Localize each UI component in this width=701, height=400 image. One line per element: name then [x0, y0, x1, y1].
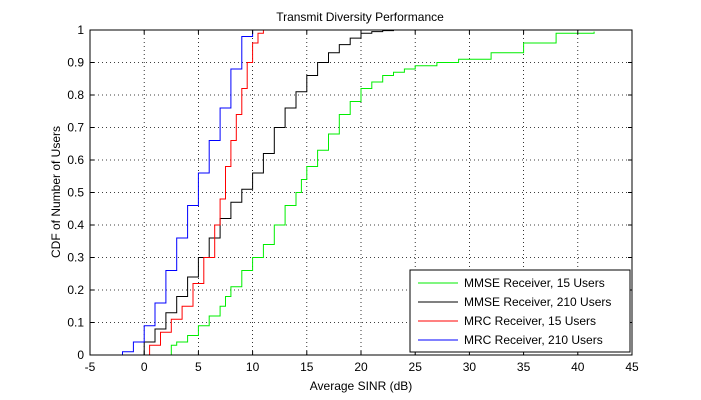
chart-title: Transmit Diversity Performance — [276, 10, 444, 24]
legend-label-3: MRC Receiver, 210 Users — [464, 333, 603, 347]
y-tick-label: 0.1 — [67, 316, 84, 330]
series-layer — [106, 29, 595, 356]
legend-label-0: MMSE Receiver, 15 Users — [464, 276, 605, 290]
y-axis-label: CDF of Number of Users — [49, 126, 63, 258]
legend-label-2: MRC Receiver, 15 Users — [464, 314, 596, 328]
x-tick-label: 5 — [195, 360, 202, 374]
y-tick-label: 0.6 — [67, 153, 84, 167]
y-tick-label: 0.4 — [67, 218, 84, 232]
series-line-3 — [106, 30, 254, 356]
legend-box — [409, 269, 631, 353]
x-axis-label: Average SINR (dB) — [310, 379, 413, 393]
y-tick-label: 0.7 — [67, 121, 84, 135]
y-tick-label: 0 — [77, 348, 84, 362]
y-tick-label: 0.8 — [67, 88, 84, 102]
legend: MMSE Receiver, 15 Users MMSE Receiver, 21… — [409, 269, 631, 353]
y-tick-label: 0.5 — [67, 186, 84, 200]
y-axis-ticks: 0 0.1 0.2 0.3 0.4 0.5 0.6 0.7 0.8 0.9 1 — [67, 23, 632, 362]
x-tick-label: 15 — [300, 360, 314, 374]
x-axis-ticks: -5 0 5 10 15 20 25 30 35 40 45 — [85, 30, 639, 374]
x-tick-label: 20 — [354, 360, 368, 374]
x-tick-label: 40 — [571, 360, 585, 374]
x-tick-label: 35 — [517, 360, 531, 374]
y-tick-label: 0.9 — [67, 56, 84, 70]
x-tick-label: -5 — [85, 360, 96, 374]
x-tick-label: 10 — [246, 360, 260, 374]
x-tick-label: 0 — [141, 360, 148, 374]
y-tick-label: 0.3 — [67, 251, 84, 265]
legend-label-1: MMSE Receiver, 210 Users — [464, 295, 611, 309]
y-tick-label: 1 — [77, 23, 84, 37]
x-tick-label: 30 — [463, 360, 477, 374]
x-tick-label: 45 — [625, 360, 639, 374]
y-tick-label: 0.2 — [67, 283, 84, 297]
series-line-1 — [133, 29, 405, 356]
series-line-2 — [138, 30, 264, 356]
series-line-0 — [160, 31, 595, 356]
x-tick-label: 25 — [409, 360, 423, 374]
